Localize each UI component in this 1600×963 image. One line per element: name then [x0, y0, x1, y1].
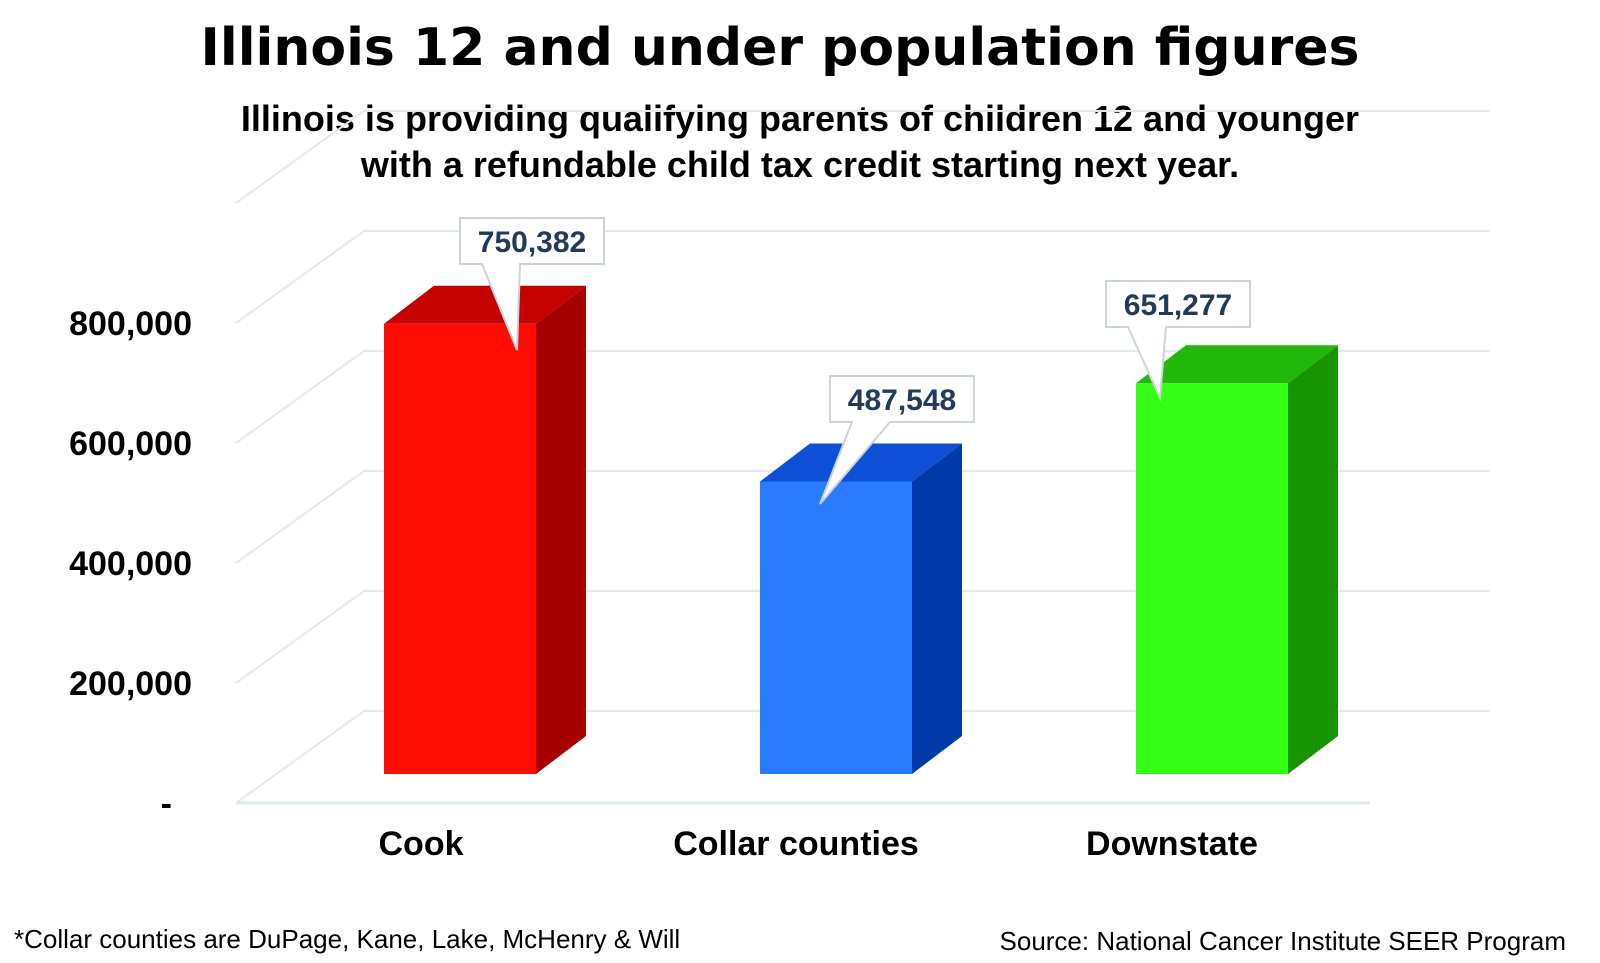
- x-tick-label: Downstate: [1086, 825, 1258, 863]
- bar-side-face: [912, 443, 962, 774]
- subtitle-line-2: with a refundable child tax credit start…: [360, 144, 1240, 185]
- bar-front-face: [384, 323, 536, 774]
- source-note: Source: National Cancer Institute SEER P…: [999, 926, 1566, 956]
- bar-side-face: [1288, 345, 1338, 774]
- y-tick-label: 600,000: [69, 425, 192, 463]
- bar-front-face: [760, 481, 912, 774]
- gridline-diagonal: [235, 230, 365, 324]
- x-tick-label: Collar counties: [673, 825, 919, 863]
- x-axis-tick-labels: Cook Collar counties Downstate: [379, 825, 1258, 863]
- data-label: 750,382: [478, 226, 586, 259]
- data-label-callout: 487,548: [819, 375, 975, 505]
- gridline-diagonal: [235, 350, 365, 444]
- callout-box: [459, 217, 605, 351]
- chart-title: Illinois 12 and under population figures: [200, 18, 1360, 78]
- subtitle-line-1: Illinois is providing qualifying parents…: [240, 98, 1360, 139]
- data-label: 651,277: [1124, 289, 1232, 322]
- footnote: *Collar counties are DuPage, Kane, Lake,…: [14, 924, 681, 954]
- y-tick-label: 400,000: [69, 545, 192, 583]
- y-tick-label: 200,000: [69, 665, 192, 703]
- gridline-diagonal: [235, 710, 365, 804]
- gridline-diagonal: [235, 110, 365, 204]
- data-label-callout: 750,382: [459, 217, 605, 351]
- chart-subtitle: Illinois is providing qualifying parents…: [0, 96, 1600, 188]
- data-label-callouts: 750,382 487,548 651,277: [459, 217, 1251, 505]
- callout-box: [819, 375, 975, 505]
- bar-top-face: [384, 285, 586, 324]
- bar-top-face: [1136, 345, 1338, 384]
- gridline-diagonal: [235, 470, 365, 564]
- gridline-diagonal: [235, 590, 365, 684]
- bar-side-face: [536, 285, 586, 774]
- data-label-callout: 651,277: [1105, 280, 1251, 402]
- y-axis-tick-labels: - 200,000 400,000 600,000 800,000: [69, 305, 192, 823]
- bar-front-face: [1136, 383, 1288, 774]
- bar-cook: [384, 285, 586, 774]
- x-tick-label: Cook: [379, 825, 464, 863]
- bar-downstate: [1136, 345, 1338, 774]
- y-tick-label: -: [161, 785, 172, 823]
- callout-box: [1105, 280, 1251, 402]
- y-tick-label: 800,000: [69, 305, 192, 343]
- data-label: 487,548: [848, 384, 956, 417]
- bar-top-face: [760, 443, 962, 482]
- bar-collar-counties: [760, 443, 962, 774]
- bars: [384, 285, 1338, 774]
